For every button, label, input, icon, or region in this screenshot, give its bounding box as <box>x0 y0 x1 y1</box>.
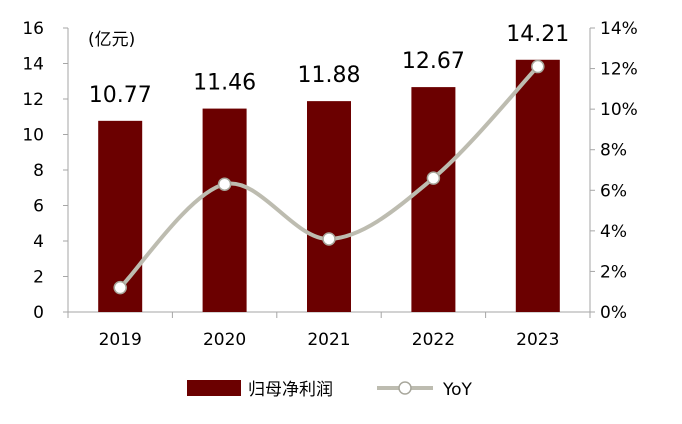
bar-2021 <box>307 101 351 312</box>
data-label-2023: 14.21 <box>506 22 569 47</box>
legend-bar-label: 归母净利润 <box>248 380 333 400</box>
left-axis-tick-label: 10 <box>22 126 44 146</box>
x-axis-tick-label: 2023 <box>516 330 559 350</box>
left-axis-tick-label: 2 <box>33 268 44 288</box>
left-axis-tick-label: 14 <box>22 55 44 75</box>
right-axis-tick-label: 4% <box>600 222 627 242</box>
yoy-line-group <box>113 59 545 295</box>
axes: 0 2 4 6 8 10 12 14 16 0% 2% 4% 6% 8% 10% 12% 14% 2019 2020… <box>22 19 637 350</box>
yoy-point-2019 <box>113 280 127 295</box>
legend-bar-swatch <box>187 380 241 396</box>
yoy-point-2020 <box>217 177 232 191</box>
data-label-2020: 11.46 <box>193 71 256 96</box>
right-axis-tick-label: 8% <box>600 141 627 161</box>
right-axis-tick-label: 14% <box>600 19 638 39</box>
x-axis-tick-label: 2021 <box>307 330 350 350</box>
right-axis-tick-label: 12% <box>600 60 638 80</box>
right-axis-tick-label: 0% <box>600 303 627 323</box>
yoy-point-2023 <box>531 59 545 74</box>
left-axis-tick-label: 8 <box>33 161 44 181</box>
left-axis-tick-label: 6 <box>33 197 44 217</box>
right-axis-tick-label: 2% <box>600 262 627 282</box>
x-axis-tick-label: 2022 <box>412 330 455 350</box>
legend-line-label: YoY <box>442 380 473 400</box>
bar-2020 <box>202 108 247 313</box>
left-axis-tick-label: 16 <box>22 19 44 39</box>
yoy-point-2022 <box>426 171 441 185</box>
data-label-2022: 12.67 <box>402 49 465 74</box>
yoy-point-2021 <box>322 232 336 246</box>
data-label-2021: 11.88 <box>298 63 361 88</box>
bar-2019 <box>98 120 143 313</box>
legend: 归母净利润 YoY <box>187 380 473 400</box>
unit-label: (亿元) <box>88 30 135 50</box>
legend-line-marker <box>398 381 412 395</box>
right-axis-tick-label: 10% <box>600 100 638 120</box>
data-labels: 10.77 11.46 11.88 12.67 14.21 <box>89 22 570 108</box>
right-axis-tick-label: 6% <box>600 181 627 201</box>
left-axis-tick-label: 12 <box>22 90 44 110</box>
left-axis-tick-label: 4 <box>33 232 44 252</box>
bar-2022 <box>411 87 456 312</box>
bar-2023 <box>515 59 560 313</box>
data-label-2019: 10.77 <box>89 83 152 108</box>
x-axis-tick-label: 2020 <box>203 330 246 350</box>
x-axis-tick-label: 2019 <box>99 330 142 350</box>
bars <box>98 59 560 313</box>
left-axis-tick-label: 0 <box>33 303 44 323</box>
